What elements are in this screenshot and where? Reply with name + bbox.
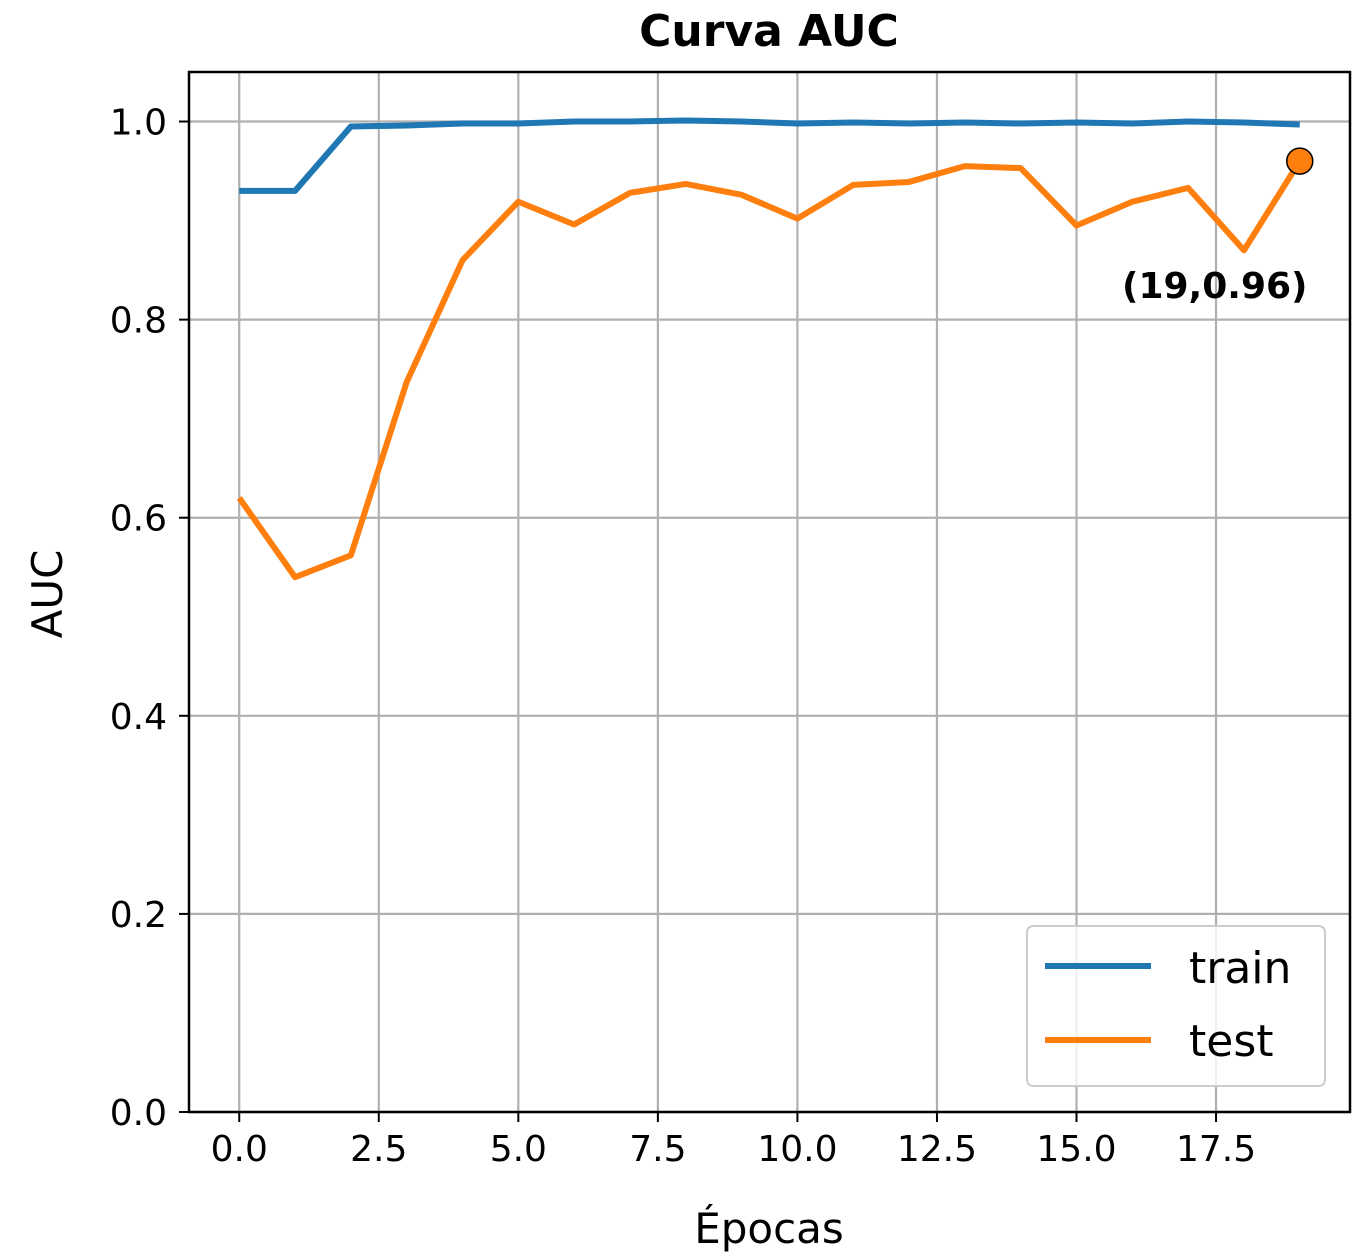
legend: train test: [1026, 925, 1326, 1087]
y-tick-label: 0.8: [110, 301, 167, 342]
y-tick-label: 1.0: [110, 103, 167, 144]
legend-label-test: test: [1189, 1016, 1274, 1067]
x-tick-label: 12.5: [897, 1129, 977, 1170]
y-tick-label: 0.2: [110, 895, 167, 936]
x-tick-label: 2.5: [350, 1129, 407, 1170]
ticks: 0.0 2.5 5.0 7.5 10.0 12.5 15.0 17.5 0.0 0.2 0.4 0.6…: [110, 103, 1256, 1170]
x-tick-label: 5.0: [490, 1129, 547, 1170]
series-layer: [236, 117, 1303, 581]
x-tick-label: 7.5: [629, 1129, 686, 1170]
annotation-marker: [1286, 147, 1314, 175]
x-tick-label: 17.5: [1176, 1129, 1256, 1170]
y-tick-label: 0.0: [110, 1093, 167, 1134]
chart-title: Curva AUC: [639, 6, 899, 57]
x-axis-label: Épocas: [694, 1203, 844, 1253]
legend-label-train: train: [1189, 943, 1291, 994]
y-axis-label: AUC: [23, 550, 72, 639]
y-tick-label: 0.4: [110, 697, 167, 738]
annotation-label: (19,0.96): [1122, 266, 1308, 307]
y-tick-label: 0.6: [110, 499, 167, 540]
x-tick-label: 15.0: [1036, 1129, 1116, 1170]
x-tick-label: 0.0: [211, 1129, 268, 1170]
series-line-train: [239, 117, 1300, 194]
annotation: (19,0.96): [1122, 147, 1314, 307]
series-line-test: [236, 159, 1303, 581]
x-tick-label: 10.0: [757, 1129, 837, 1170]
plot-frame: [187, 70, 1352, 1114]
